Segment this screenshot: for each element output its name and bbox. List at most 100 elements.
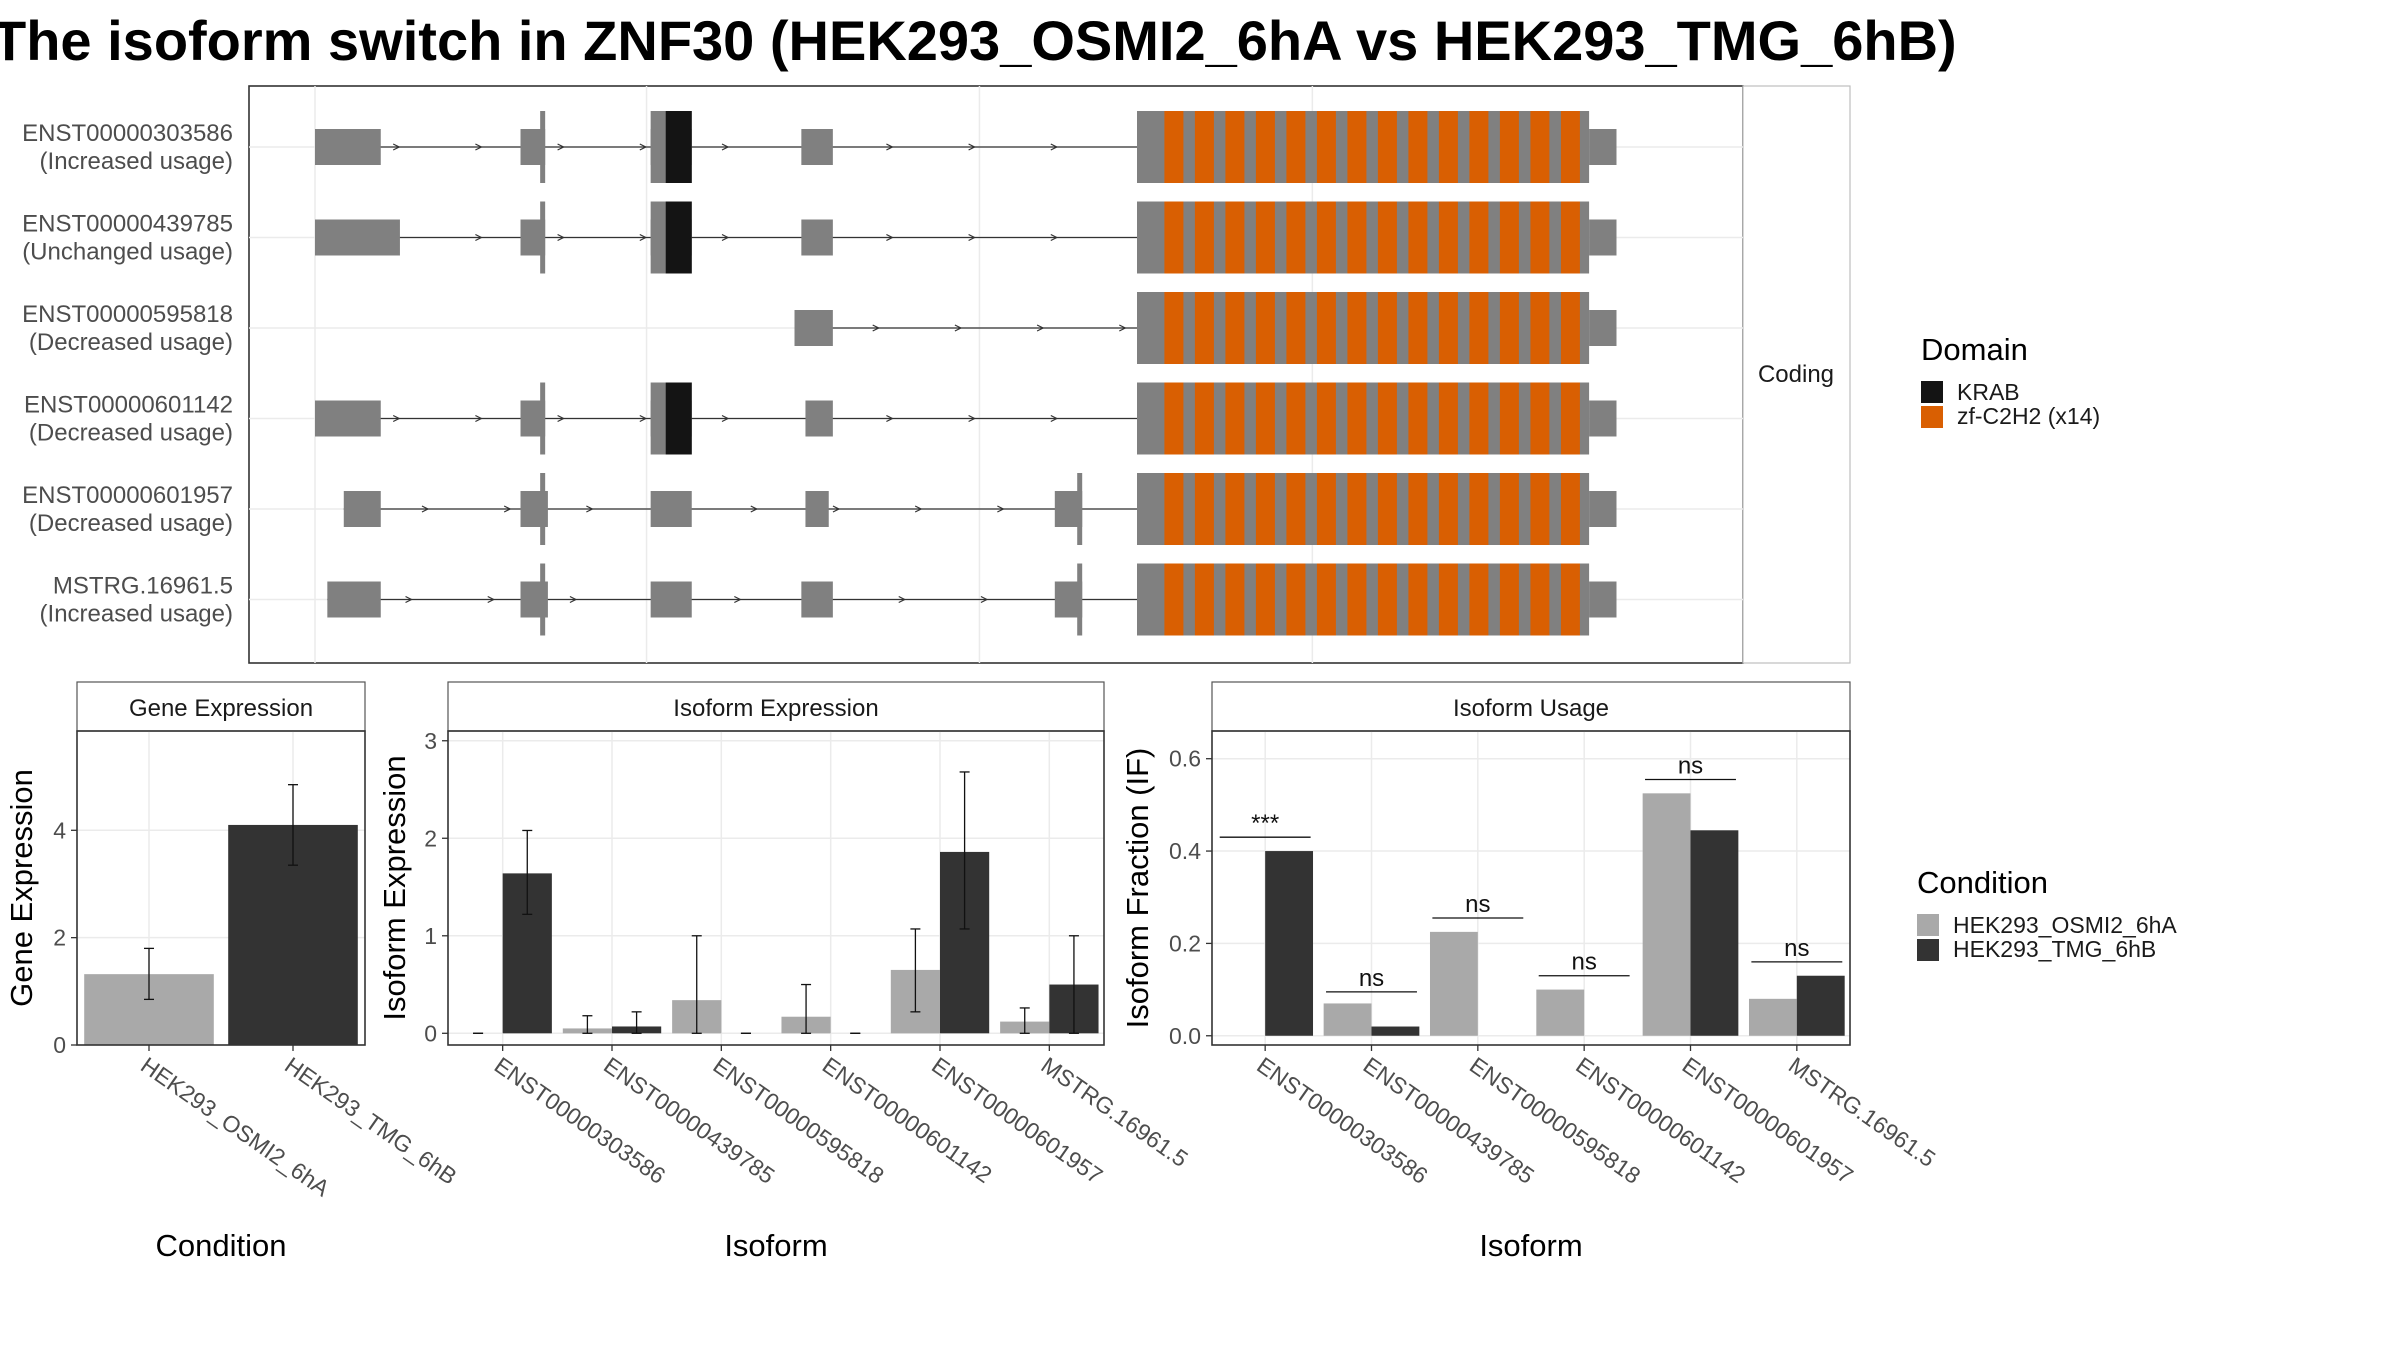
zf-c2h2-domain — [1499, 382, 1519, 455]
exon-block — [794, 310, 833, 346]
x-tick-label: ENST00000303586 — [1252, 1052, 1432, 1189]
intron-arrow — [968, 143, 976, 151]
zf-c2h2-domain — [1469, 111, 1489, 183]
intron-arrow — [586, 505, 594, 513]
zf-c2h2-domain — [1347, 111, 1367, 183]
x-axis-title: Isoform — [724, 1228, 827, 1263]
significance-label: *** — [1251, 810, 1279, 837]
intron-arrow — [487, 595, 496, 604]
x-tick-label: ENST00000601142 — [1571, 1052, 1750, 1188]
y-tick-label: 0.6 — [1169, 746, 1201, 772]
panel-strip — [447, 681, 1105, 732]
utr-block — [1589, 400, 1617, 437]
zf-c2h2-domain — [1255, 382, 1275, 455]
zf-c2h2-domain — [1438, 292, 1458, 364]
structure-strip — [1742, 85, 1851, 664]
intron-arrow — [997, 505, 1005, 513]
intron-arrow — [503, 505, 512, 513]
data-bar — [1265, 851, 1314, 1036]
zf-c2h2-domain — [1438, 563, 1458, 636]
zf-c2h2-domain — [1469, 473, 1489, 545]
zf-c2h2-domain — [1499, 292, 1519, 364]
cds-boundary-mark — [1077, 563, 1083, 636]
isoform-id-label: ENST00000303586 — [22, 120, 233, 147]
exon-block — [650, 581, 692, 618]
panel-strip — [76, 681, 366, 732]
zf-c2h2-domain — [1194, 292, 1214, 364]
y-tick-label: 0.4 — [1169, 838, 1201, 864]
zf-c2h2-domain — [1316, 292, 1336, 364]
zf-c2h2-domain — [1499, 111, 1519, 183]
exon-block — [805, 400, 833, 437]
zf-c2h2-domain — [1377, 563, 1397, 636]
zf-c2h2-domain — [1469, 563, 1489, 636]
exon-block — [650, 491, 692, 527]
zf-c2h2-domain — [1408, 473, 1428, 545]
cds-boundary-mark — [540, 201, 546, 274]
intron-arrow — [639, 414, 648, 423]
zf-c2h2-domain — [1560, 201, 1580, 274]
zf-c2h2-domain — [1560, 292, 1580, 364]
zf-c2h2-domain — [1194, 473, 1214, 545]
intron-arrow — [421, 505, 430, 513]
intron-arrow — [475, 414, 483, 423]
zf-c2h2-domain — [1499, 201, 1519, 274]
intron-arrow — [721, 143, 730, 151]
zf-c2h2-domain — [1194, 201, 1214, 274]
y-tick-label: 0.2 — [1169, 930, 1201, 956]
exon-block — [315, 219, 400, 256]
significance-label: ns — [1784, 935, 1809, 962]
isoform-usage-label: (Increased usage) — [40, 601, 233, 628]
intron-arrow — [872, 324, 881, 332]
data-bar — [1429, 931, 1478, 1036]
x-tick-label: ENST00000601957 — [1678, 1052, 1858, 1189]
exon-block — [801, 129, 833, 165]
zf-c2h2-domain — [1530, 563, 1550, 636]
exon-block — [801, 581, 833, 618]
isoform-usage-label: (Unchanged usage) — [22, 239, 233, 266]
zf-c2h2-domain — [1377, 111, 1397, 183]
x-tick-label: ENST00000595818 — [1465, 1052, 1645, 1189]
y-tick-label: 2 — [53, 925, 66, 951]
krab-domain — [665, 382, 692, 455]
zf-c2h2-domain — [1408, 111, 1428, 183]
isoform-id-label: ENST00000595818 — [22, 301, 233, 328]
y-axis-title: Isoform Expression — [377, 755, 412, 1020]
panel-frame — [1211, 730, 1851, 1046]
legend-label-condition-a: HEK293_OSMI2_6hA — [1953, 912, 2177, 938]
data-bar — [1323, 1003, 1372, 1036]
figure-title: The isoform switch in ZNF30 (HEK293_OSMI… — [0, 9, 1957, 72]
cds-boundary-mark — [540, 382, 546, 455]
y-tick-label: 0 — [53, 1032, 66, 1058]
zf-c2h2-domain — [1286, 473, 1306, 545]
intron-arrow — [392, 414, 401, 423]
intron-arrow — [475, 233, 483, 242]
cds-boundary-mark — [540, 563, 546, 636]
legend-label-condition-b: HEK293_TMG_6hB — [1953, 936, 2156, 962]
y-tick-label: 4 — [53, 817, 66, 843]
zf-c2h2-domain — [1377, 473, 1397, 545]
intron-arrow — [639, 233, 648, 242]
zf-c2h2-domain — [1164, 292, 1184, 364]
zf-c2h2-domain — [1469, 292, 1489, 364]
isoform-usage-label: (Decreased usage) — [29, 329, 233, 356]
y-tick-label: 0 — [424, 1020, 437, 1046]
structure-strip-label: Coding — [1758, 361, 1834, 388]
zf-c2h2-domain — [1408, 563, 1428, 636]
zf-c2h2-domain — [1560, 382, 1580, 455]
intron-arrow — [405, 595, 413, 604]
intron-arrow — [1050, 143, 1059, 151]
panel-frame — [447, 730, 1105, 1046]
zf-c2h2-domain — [1438, 473, 1458, 545]
zf-c2h2-domain — [1164, 382, 1184, 455]
y-axis-title: Gene Expression — [4, 769, 39, 1007]
zf-c2h2-domain — [1164, 111, 1184, 183]
intron-arrow — [886, 233, 894, 242]
exon-block — [327, 581, 381, 618]
zf-c2h2-domain — [1255, 563, 1275, 636]
isoform-id-label: ENST00000601142 — [24, 392, 233, 419]
zf-c2h2-domain — [1530, 473, 1550, 545]
zf-c2h2-domain — [1347, 292, 1367, 364]
zf-c2h2-domain — [1316, 382, 1336, 455]
